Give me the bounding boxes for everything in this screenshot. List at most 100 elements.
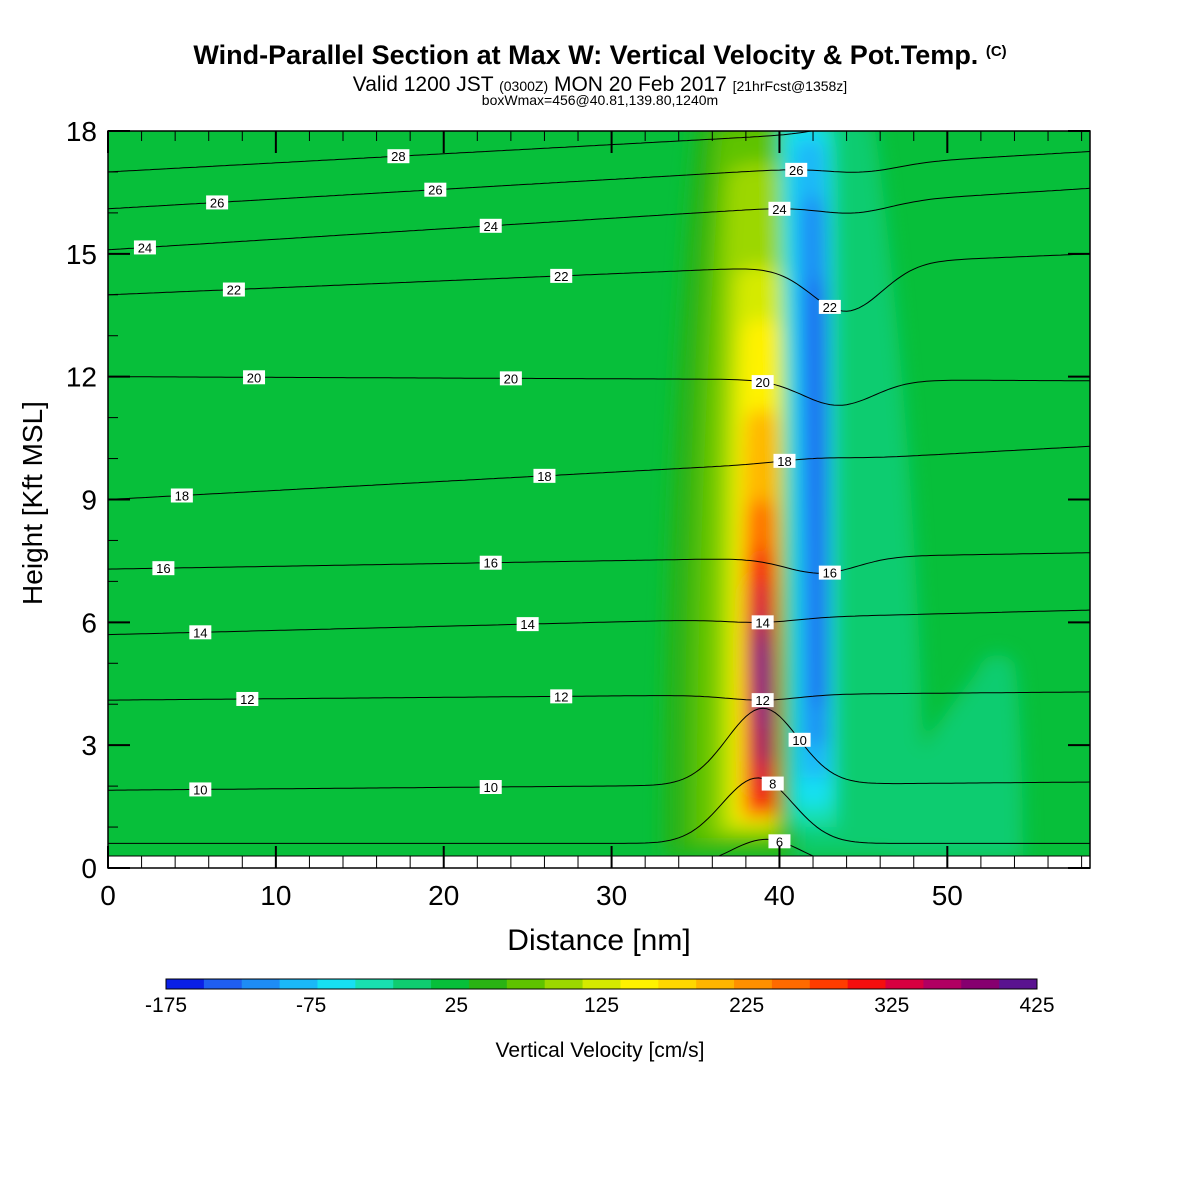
- isentrope-label: 14: [193, 625, 207, 640]
- colorbar-swatch: [999, 979, 1038, 989]
- isentrope-label-box: [818, 565, 841, 580]
- colorbar-tick-label: 425: [1019, 994, 1054, 1017]
- x-tick-label: 40: [764, 880, 795, 911]
- isentrope-18: [108, 445, 1090, 500]
- isentrope-label-box: [170, 488, 193, 503]
- isentrope-label-box: [818, 299, 841, 314]
- isentrope-label: 10: [193, 782, 207, 797]
- isentrope-label-box: [550, 268, 573, 283]
- velocity-field: [108, 131, 1090, 856]
- isentrope-label: 24: [772, 202, 786, 217]
- isentrope-label: 6: [776, 834, 783, 849]
- y-tick-label: 0: [81, 853, 97, 884]
- isentrope-labels: 6 8 10 10 10 12 12 12 14 14 14 16 16 16 18 18 18 20 20 20 22…: [133, 149, 841, 849]
- isentrope-label: 18: [537, 469, 551, 484]
- isentrope-label-box: [236, 691, 259, 706]
- isentrope-label-box: [479, 555, 502, 570]
- colorbar-swatch: [355, 979, 394, 989]
- colorbar-swatch: [696, 979, 735, 989]
- isentrope-label-box: [152, 561, 175, 576]
- y-tick-label: 9: [81, 485, 97, 516]
- isentrope-label-box: [751, 693, 774, 708]
- colorbar-swatch: [885, 979, 924, 989]
- colorbar-tick-label: -75: [296, 994, 326, 1017]
- colorbar-swatch: [241, 979, 281, 989]
- colorbar-swatch: [961, 979, 1000, 989]
- x-tick-label: 50: [932, 880, 963, 911]
- colorbar-swatch: [317, 979, 356, 989]
- copyright-mark: (C): [985, 43, 1007, 60]
- chart-subtitle: Valid 1200 JST (0300Z) MON 20 Feb 2017 […: [352, 73, 848, 96]
- isentrope-label-box: [773, 453, 796, 468]
- isentrope-label: 12: [240, 692, 254, 707]
- isentrope-26: [108, 151, 1090, 210]
- isentrope-label-box: [243, 370, 266, 385]
- colorbar-tick-label: 325: [874, 994, 909, 1017]
- isentrope-12: [108, 691, 1090, 701]
- isentrope-label-box: [189, 782, 212, 797]
- colorbar-label: Vertical Velocity [cm/s]: [496, 1039, 705, 1062]
- y-tick-label: 3: [81, 730, 97, 761]
- isentrope-label-box: [550, 689, 573, 704]
- colorbar-swatch: [431, 979, 470, 989]
- isentrope-label: 22: [823, 300, 837, 315]
- isentrope-14: [108, 609, 1090, 636]
- isentrope-label: 20: [755, 375, 769, 390]
- colorbar-swatch: [620, 979, 659, 989]
- isentrope-label: 24: [483, 219, 497, 234]
- isentrope-label: 26: [428, 183, 442, 198]
- colorbar-swatch: [923, 979, 962, 989]
- colorbar-swatch: [203, 979, 243, 989]
- colorbar: -175 -75 25 125 225 325 425: [145, 978, 1055, 1017]
- isentrope-label-box: [499, 371, 522, 386]
- isentrope-label: 20: [247, 370, 261, 385]
- colorbar-tick-label: 225: [729, 994, 764, 1017]
- isentrope-8: [108, 777, 1090, 844]
- isentrope-label: 10: [483, 780, 497, 795]
- colorbar-border: [165, 978, 1038, 990]
- y-tick-label: 15: [66, 239, 97, 270]
- y-tick-label: 12: [66, 362, 97, 393]
- isentrope-label: 12: [554, 689, 568, 704]
- isentrope-label-box: [785, 162, 808, 177]
- colorbar-swatch: [468, 979, 508, 989]
- isentrope-label: 22: [554, 269, 568, 284]
- isentrope-28: [108, 131, 815, 173]
- isentrope-label-box: [788, 732, 811, 747]
- isentrope-label: 10: [792, 733, 806, 748]
- colorbar-swatch: [544, 979, 584, 989]
- isentrope-label: 16: [483, 556, 497, 571]
- x-tick-label: 0: [100, 880, 116, 911]
- isentrope-label: 12: [755, 693, 769, 708]
- isentrope-label-box: [761, 776, 784, 791]
- isentrope-label: 26: [210, 195, 224, 210]
- isentrope-label: 28: [391, 149, 405, 164]
- y-axis: 0 3 6 9 12 15 18: [66, 116, 1090, 884]
- isentrope-label-box: [516, 617, 539, 632]
- colorbar-swatch: [279, 979, 318, 989]
- isentrope-label: 14: [755, 615, 769, 630]
- isentrope-label: 26: [789, 163, 803, 178]
- isentrope-label-box: [133, 240, 156, 255]
- colorbar-tick-label: 125: [584, 994, 619, 1017]
- terrain-strip: [107, 855, 1091, 869]
- field-background: [108, 131, 1090, 856]
- isentrope-label-box: [768, 834, 791, 849]
- colorbar-tick-label: 25: [445, 994, 468, 1017]
- band-lee-down: [888, 654, 1023, 856]
- terrain-strip-box: [107, 855, 1091, 869]
- isentrope-label: 20: [504, 371, 518, 386]
- y-tick-label: 6: [81, 607, 97, 638]
- colorbar-swatch: [847, 979, 887, 989]
- colorbar-swatch: [658, 979, 697, 989]
- colorbar-swatch: [734, 979, 773, 989]
- isentrope-22: [108, 253, 1090, 312]
- colorbar-swatch: [771, 979, 811, 989]
- isentrope-label: 22: [227, 283, 241, 298]
- isentrope-label: 18: [777, 454, 791, 469]
- colorbar-swatch: [809, 979, 849, 989]
- x-axis-label: Distance [nm]: [507, 924, 690, 957]
- colorbar-swatch: [393, 979, 432, 989]
- isentrope-label-box: [768, 201, 791, 216]
